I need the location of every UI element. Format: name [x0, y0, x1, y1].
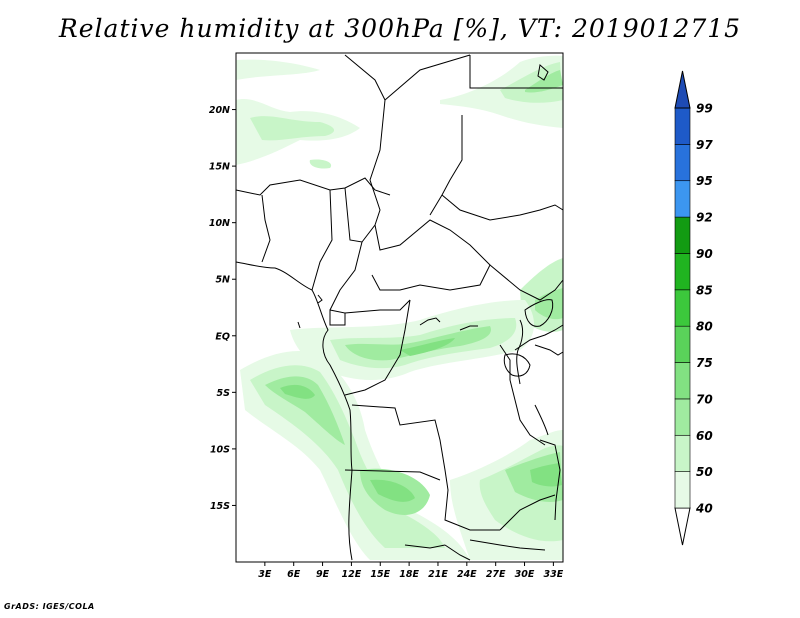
lon-label: 24E — [457, 569, 477, 580]
border-line — [499, 344, 546, 446]
lat-label: 15N — [209, 162, 230, 173]
grads-credit: GrADS: IGES/COLA — [4, 602, 95, 611]
colorbar-segment — [674, 289, 691, 327]
lat-label: EQ — [215, 331, 230, 342]
country-borders — [235, 54, 564, 561]
border-line — [469, 55, 563, 89]
colorbar-segment — [674, 434, 691, 472]
colorbar-low-arrow — [674, 507, 691, 546]
colorbar-label: 92 — [696, 211, 713, 225]
lon-label: 6E — [287, 569, 301, 580]
colorbar-label: 75 — [696, 356, 713, 370]
border-line — [297, 321, 301, 329]
colorbar-label: 90 — [696, 247, 713, 261]
border-line — [537, 64, 549, 81]
border-line — [419, 317, 441, 326]
colorbar-label: 80 — [696, 320, 713, 334]
border-line — [499, 494, 556, 531]
colorbar-label: 40 — [695, 502, 713, 516]
lon-label: 33E — [544, 569, 564, 580]
colorbar-label: 95 — [696, 174, 713, 188]
border-line — [344, 54, 386, 243]
colorbar-segment — [674, 253, 691, 291]
lat-label: 5S — [217, 388, 231, 399]
colorbar-label: 97 — [696, 138, 713, 152]
border-line — [524, 299, 554, 327]
border-line — [469, 539, 546, 551]
border-line — [384, 54, 471, 101]
colorbar-segment — [674, 107, 691, 145]
colorbar-segment — [674, 362, 691, 400]
colorbar-label: 60 — [696, 429, 713, 443]
border-line — [311, 189, 333, 291]
lon-label: 30E — [515, 569, 535, 580]
colorbar-segment — [674, 216, 691, 254]
border-line — [503, 353, 531, 377]
lon-label: 3E — [258, 569, 272, 580]
border-line — [429, 115, 463, 216]
lat-label: 10S — [210, 444, 230, 455]
border-line — [371, 219, 491, 291]
colorbar-segment — [674, 325, 691, 363]
border-line — [534, 404, 549, 436]
border-line — [344, 299, 411, 314]
border-line — [459, 325, 478, 331]
lat-label: 20N — [209, 105, 230, 116]
border-line — [344, 469, 441, 481]
border-line — [489, 264, 564, 301]
border-line — [539, 439, 561, 521]
border-line — [317, 294, 323, 304]
colorbar-label: 85 — [696, 283, 713, 297]
border-line — [444, 544, 471, 561]
colorbar-high-arrow — [674, 70, 691, 109]
colorbar-segment — [674, 398, 691, 436]
border-line — [404, 544, 446, 549]
humidity-shading — [236, 55, 563, 560]
colorbar-label: 50 — [696, 465, 713, 479]
lat-label: 15S — [210, 501, 230, 512]
border-line — [235, 177, 391, 196]
lon-label: 27E — [486, 569, 506, 580]
lon-label: 15E — [370, 569, 390, 580]
lat-label: 5N — [215, 275, 230, 286]
lon-label: 18E — [399, 569, 419, 580]
border-line — [329, 241, 363, 311]
lon-label: 21E — [428, 569, 448, 580]
lat-label: 10N — [209, 218, 230, 229]
border-line — [261, 194, 271, 263]
border-line — [344, 299, 411, 396]
colorbar-label: 70 — [696, 392, 713, 406]
lon-label: 12E — [342, 569, 362, 580]
border-line — [441, 194, 564, 221]
map-frame — [235, 52, 564, 563]
border-line — [534, 344, 564, 356]
latitude-labels: 20N 15N 10N 5N EQ 5S 10S 15S — [209, 105, 236, 512]
border-line — [329, 309, 346, 326]
chart-title: Relative humidity at 300hPa [%], VT: 201… — [58, 14, 742, 43]
colorbar-segment — [674, 144, 691, 182]
colorbar: 40 50 60 70 75 80 85 90 92 95 97 99 — [674, 70, 713, 546]
colorbar-label: 99 — [696, 102, 713, 116]
border-line — [514, 324, 564, 351]
longitude-labels: 3E 6E 9E 12E 15E 18E 21E 24E 27E 30E 33E — [258, 562, 564, 580]
border-line — [351, 404, 500, 531]
colorbar-segment — [674, 471, 691, 509]
border-line — [516, 319, 524, 385]
colorbar-segment — [674, 180, 691, 218]
lon-label: 9E — [316, 569, 330, 580]
